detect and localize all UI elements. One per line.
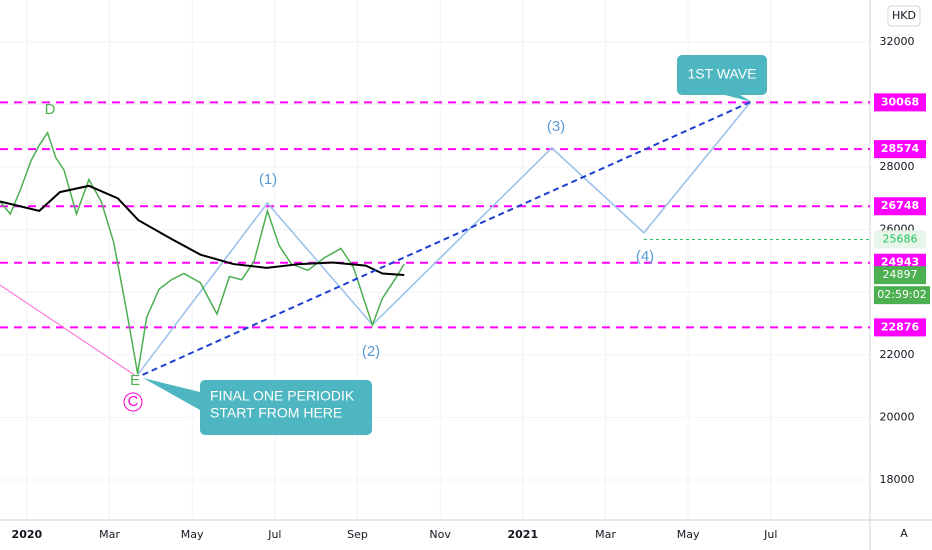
x-tick-label: Jul — [763, 528, 777, 541]
wave-label: (4) — [636, 248, 654, 265]
annotation-circle — [123, 392, 143, 412]
currency-box — [887, 5, 921, 27]
x-tick-label: May — [677, 528, 700, 541]
target-label: 25686 — [883, 232, 918, 245]
target-tag — [874, 230, 926, 249]
price-tag — [874, 266, 926, 285]
x-tick-label: 2020 — [12, 528, 43, 541]
level-label: 26748 — [881, 199, 919, 212]
level-label: 28574 — [881, 142, 920, 155]
wave-label: (1) — [259, 171, 277, 188]
x-tick-label: Mar — [595, 528, 616, 541]
x-tick-label: May — [181, 528, 204, 541]
y-tick-label: 32000 — [880, 35, 915, 48]
level-tag — [874, 318, 926, 337]
y-tick-label: 20000 — [880, 410, 915, 423]
callout — [200, 380, 372, 435]
callout-pointer — [725, 95, 752, 102]
wave-label: C — [128, 393, 139, 410]
x-tick-label: 2021 — [508, 528, 539, 541]
guide-line — [0, 284, 135, 376]
y-tick-label: 18000 — [880, 473, 915, 486]
level-label: 30068 — [881, 95, 919, 108]
x-tick-label: Mar — [99, 528, 120, 541]
currency: HKD — [892, 9, 916, 22]
x-tick-label: Jul — [267, 528, 281, 541]
wave-label: (2) — [362, 343, 380, 360]
callout-text: 1ST WAVE — [688, 66, 757, 82]
callout-text: START FROM HERE — [210, 405, 342, 421]
trend-line — [142, 101, 751, 376]
level-tag — [874, 197, 926, 216]
callout-text: FINAL ONE PERIODIK — [210, 388, 355, 404]
y-tick-label: 28000 — [880, 160, 915, 173]
countdown-tag — [874, 286, 930, 305]
countdown: 02:59:02 — [877, 288, 926, 301]
wave-label: (3) — [547, 118, 565, 135]
price-line — [0, 130, 405, 374]
level-tag — [874, 93, 926, 112]
callout — [677, 55, 767, 95]
level-label: 22876 — [881, 320, 920, 333]
moving-average — [0, 184, 405, 277]
wave-path — [136, 101, 752, 376]
wave-label: E — [130, 372, 140, 389]
x-tick-label: Nov — [429, 528, 451, 541]
x-tick-label: Sep — [347, 528, 368, 541]
level-label: 24943 — [881, 256, 919, 269]
price-label: 24897 — [883, 268, 918, 281]
auto-scale[interactable]: A — [900, 527, 908, 540]
wave-label: D — [45, 101, 56, 118]
callout-pointer — [143, 378, 200, 410]
level-tag — [874, 140, 926, 159]
y-tick-label: 22000 — [880, 348, 915, 361]
